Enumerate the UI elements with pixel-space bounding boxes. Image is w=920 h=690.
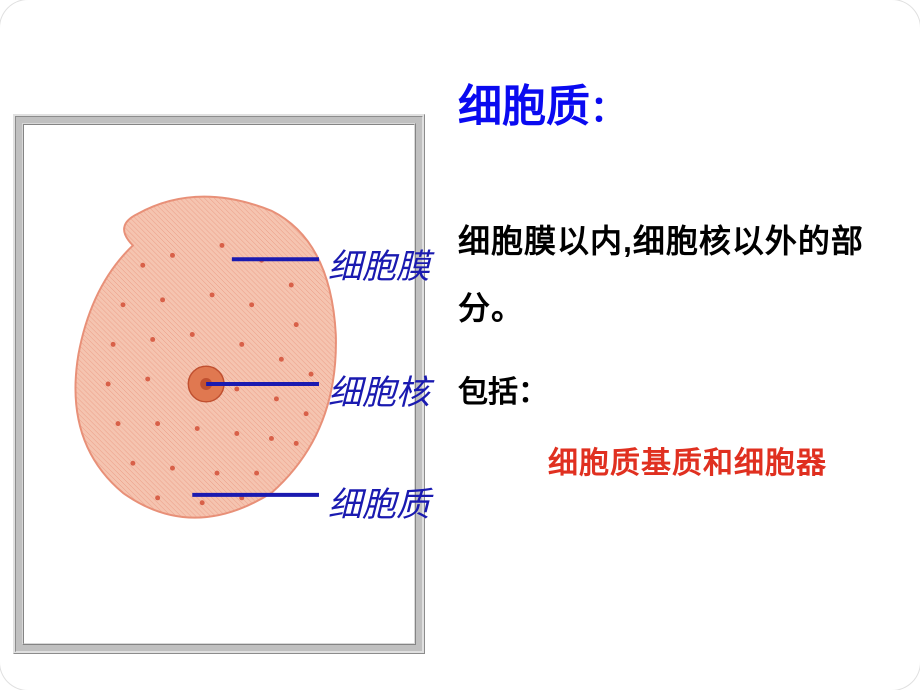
slide: 细胞膜细胞核细胞质 细胞质： 细胞膜以内,细胞核以外的部分。 包括： 细胞质基质…	[0, 0, 920, 690]
diagram-inner: 细胞膜细胞核细胞质	[22, 123, 416, 645]
cell-label-2: 细胞质	[328, 477, 430, 526]
includes-value: 细胞质基质和细胞器	[548, 438, 827, 482]
title-text: 细胞质	[458, 82, 590, 131]
cell-label-1: 细胞核	[328, 365, 430, 414]
includes-label: 包括：	[458, 367, 548, 411]
section-title: 细胞质：	[458, 70, 626, 134]
cell-label-0: 细胞膜	[328, 239, 430, 288]
title-colon: ：	[590, 88, 626, 129]
definition-text: 细胞膜以内,细胞核以外的部分。	[458, 208, 888, 342]
diagram-frame: 细胞膜细胞核细胞质	[13, 114, 425, 654]
